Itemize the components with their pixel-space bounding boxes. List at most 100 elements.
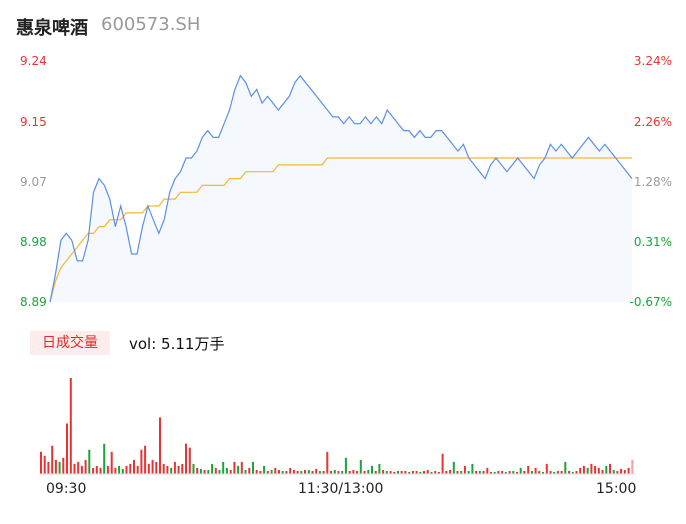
volume-bar <box>408 472 411 474</box>
y-right-tick: 2.26% <box>633 115 672 129</box>
volume-bar <box>84 459 87 474</box>
volume-bar <box>497 471 500 474</box>
volume-bar <box>326 451 329 474</box>
volume-bar <box>233 461 236 474</box>
volume-bar <box>463 465 466 474</box>
volume-bar <box>359 459 362 474</box>
volume-bar <box>475 471 478 474</box>
volume-bar <box>69 378 72 474</box>
volume-bar <box>196 467 199 474</box>
volume-bar <box>582 465 585 474</box>
y-right-tick: 1.28% <box>633 175 672 189</box>
y-left-tick: 9.07 <box>20 175 47 189</box>
volume-bar <box>73 463 76 474</box>
volume-bar <box>542 472 544 474</box>
volume-bar <box>173 461 176 474</box>
volume-bar <box>545 463 548 474</box>
stock-name: 惠泉啤酒 <box>16 18 88 39</box>
volume-bar <box>493 472 496 474</box>
volume-bar <box>58 461 61 474</box>
x-tick-close: 15:00 <box>596 481 637 497</box>
volume-bar <box>612 470 615 474</box>
volume-bar <box>404 471 407 474</box>
volume-bar <box>411 471 414 474</box>
volume-bar <box>125 465 128 474</box>
volume-bar <box>322 471 325 474</box>
volume-bar <box>214 467 217 474</box>
volume-bar <box>556 471 559 474</box>
volume-bar <box>363 471 366 474</box>
volume-bar <box>278 470 280 474</box>
volume-bar <box>352 470 355 474</box>
volume-bar <box>382 470 385 474</box>
volume-bar <box>371 465 373 474</box>
volume-bar <box>516 472 518 474</box>
volume-bar <box>501 471 504 474</box>
volume-bar <box>99 467 102 474</box>
volume-bar <box>88 449 91 474</box>
volume-bar <box>54 459 57 474</box>
volume-bar <box>423 471 425 474</box>
volume-bar <box>579 467 582 474</box>
volume-bar <box>185 443 187 474</box>
volume-bar <box>586 467 589 474</box>
volume-bar <box>389 471 392 474</box>
volume-bar <box>330 471 333 474</box>
volume-bar <box>441 453 444 474</box>
volume-bar <box>252 461 254 474</box>
volume-tab[interactable]: 日成交量 <box>30 331 110 355</box>
volume-bar <box>207 470 210 474</box>
x-tick-midday: 11:30/13:00 <box>298 481 384 497</box>
y-right-tick: -0.67% <box>629 295 672 309</box>
volume-bar <box>248 467 251 474</box>
price-area-fill <box>50 75 632 302</box>
y-right-tick: 3.24% <box>633 54 672 68</box>
volume-bar <box>285 471 288 474</box>
volume-readout: vol: 5.11万手 <box>129 335 225 353</box>
volume-bar <box>478 471 481 474</box>
volume-bar <box>92 467 95 474</box>
volume-bar <box>512 471 515 474</box>
volume-bar <box>590 463 593 474</box>
volume-bar <box>159 417 161 474</box>
volume-bar <box>155 461 158 474</box>
volume-bar <box>449 470 452 474</box>
volume-bar <box>170 467 173 474</box>
volume-bar <box>263 465 266 474</box>
volume-bar <box>385 471 388 474</box>
y-left-tick: 9.15 <box>20 115 47 129</box>
volume-bar <box>292 470 295 474</box>
volume-bar <box>121 468 124 474</box>
volume-bar <box>341 471 344 474</box>
volume-bar <box>337 471 340 474</box>
volume-bar <box>188 447 191 474</box>
volume-bar <box>601 470 604 474</box>
volume-bar <box>162 463 165 474</box>
volume-bar <box>564 461 567 474</box>
volume-bar <box>62 457 65 474</box>
volume-bar <box>356 471 359 474</box>
volume-bar <box>151 459 154 474</box>
volume-bar <box>140 449 143 474</box>
volume-bar <box>266 471 269 474</box>
volume-bar <box>199 468 202 474</box>
volume-bar <box>568 471 571 474</box>
volume-bar <box>560 471 563 474</box>
volume-bar <box>419 472 422 474</box>
volume-bar <box>400 471 403 474</box>
volume-bar <box>430 472 433 474</box>
volume-bar <box>482 471 485 474</box>
volume-bar <box>237 465 240 474</box>
volume-bar <box>103 443 106 474</box>
volume-bar <box>594 465 597 474</box>
volume-bar <box>211 463 214 474</box>
volume-bar <box>222 461 225 474</box>
volume-bar <box>80 465 83 474</box>
volume-bar <box>486 467 489 474</box>
volume-bar <box>333 470 336 474</box>
volume-bar <box>616 471 619 474</box>
volume-bar <box>490 472 492 474</box>
volume-bar <box>40 451 42 474</box>
volume-bar <box>415 471 418 474</box>
